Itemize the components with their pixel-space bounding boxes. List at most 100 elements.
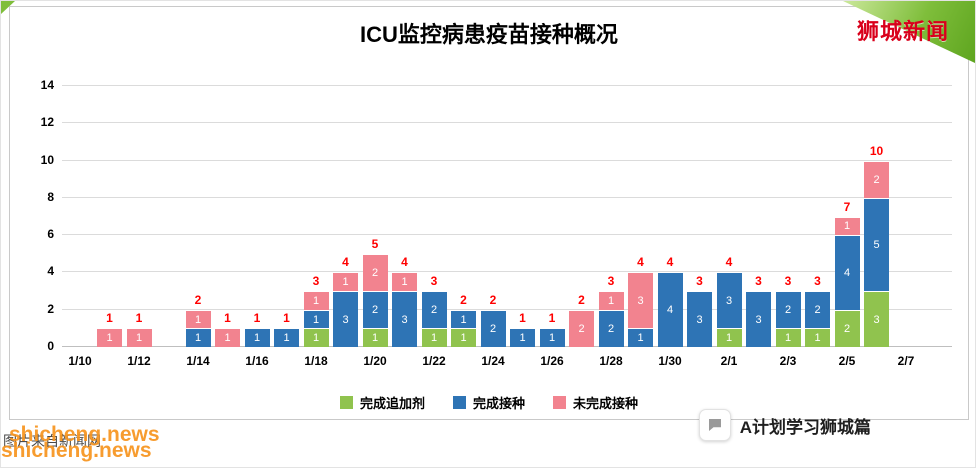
bar-segment-partial-1/29: 3 [628, 272, 653, 329]
segment-value-label: 1 [106, 332, 113, 345]
bar-segment-full-1/20: 2 [362, 291, 388, 329]
bar-segment-full-1/19: 3 [333, 291, 358, 347]
chart-title: ICU监控病患疫苗接种概况 [360, 22, 618, 47]
bar-segment-full-1/22: 2 [421, 291, 447, 329]
legend-swatch-partial [553, 396, 566, 409]
bar-segment-full-1/28: 2 [598, 309, 624, 347]
segment-value-label: 1 [637, 332, 644, 345]
segment-value-label: 2 [814, 304, 821, 317]
bar-segment-partial-2/6: 2 [864, 160, 889, 198]
y-axis-label-8: 8 [47, 189, 54, 204]
x-axis-label-1/20: 1/20 [363, 354, 387, 368]
bar-segment-partial-1/28: 1 [598, 291, 624, 310]
bar-total-label-2/3: 3 [784, 274, 792, 289]
segment-value-label: 1 [460, 332, 467, 345]
segment-value-label: 4 [843, 266, 851, 279]
segment-value-label: 3 [401, 313, 408, 326]
bar-segment-full-2/3: 2 [775, 291, 801, 329]
bar-segment-booster-2/6: 3 [864, 291, 889, 347]
x-axis-label-1/12: 1/12 [127, 354, 151, 368]
legend-item-full: 完成接种 [452, 393, 525, 412]
watermark-caption: 图片来自新闻网 [3, 433, 101, 449]
bar-total-label-1/15: 1 [224, 311, 231, 326]
bar-total-label-2/1: 4 [725, 255, 733, 270]
y-axis-label-12: 12 [40, 115, 54, 130]
chart-legend: 完成追加剂 完成接种 未完成接种 [10, 393, 968, 412]
bar-total-label-1/17: 1 [283, 311, 290, 326]
segment-value-label: 2 [843, 322, 851, 335]
segment-value-label: 1 [312, 313, 320, 326]
bar-segment-booster-2/1: 1 [716, 328, 742, 347]
x-axis-label-1/16: 1/16 [245, 354, 269, 368]
bar-total-label-1/23: 2 [460, 292, 467, 307]
gridline-y-12 [62, 122, 952, 124]
segment-value-label: 3 [696, 313, 703, 326]
segment-value-label: 1 [607, 294, 615, 307]
bar-segment-full-1/25: 1 [510, 328, 535, 347]
gridline-y-10 [62, 159, 952, 161]
segment-value-label: 1 [401, 276, 408, 289]
segment-value-label: 1 [371, 332, 379, 345]
segment-value-label: 2 [607, 322, 615, 335]
bar-total-label-1/18: 3 [312, 274, 320, 289]
y-axis-label-6: 6 [47, 227, 54, 242]
gridline-y-2 [62, 308, 952, 310]
bar-total-label-1/29: 4 [637, 255, 644, 270]
bar-segment-full-1/16: 1 [244, 328, 270, 347]
bar-total-label-1/25: 1 [519, 311, 526, 326]
segment-value-label: 3 [637, 294, 644, 307]
y-axis-label-10: 10 [40, 152, 54, 167]
y-axis-label-0: 0 [47, 339, 54, 353]
gridline-y-0 [62, 346, 952, 347]
x-axis-label-1/18: 1/18 [304, 354, 328, 368]
bar-total-label-1/11: 1 [106, 311, 113, 326]
y-axis-label-4: 4 [47, 264, 54, 279]
segment-value-label: 1 [460, 313, 467, 326]
segment-value-label: 1 [194, 332, 202, 345]
segment-value-label: 1 [548, 332, 556, 345]
legend-label-booster: 完成追加剂 [359, 396, 425, 411]
bar-total-label-1/16: 1 [253, 311, 261, 326]
bar-total-label-1/30: 4 [666, 255, 674, 270]
bar-total-label-1/26: 1 [548, 311, 556, 326]
gridline-y-14 [62, 85, 952, 86]
bar-segment-full-2/4: 2 [805, 291, 830, 329]
gridline-y-4 [62, 271, 952, 273]
x-axis-label-1/26: 1/26 [540, 354, 564, 368]
bar-segment-booster-2/4: 1 [805, 328, 830, 347]
bar-segment-partial-1/18: 1 [303, 291, 329, 310]
bar-total-label-1/31: 3 [696, 274, 703, 289]
x-axis-label-1/14: 1/14 [186, 354, 210, 368]
segment-value-label: 2 [784, 304, 792, 317]
segment-value-label: 2 [578, 322, 585, 335]
legend-swatch-booster [339, 396, 353, 409]
bar-segment-full-1/23: 1 [451, 309, 476, 329]
segment-value-label: 1 [312, 332, 320, 345]
y-axis-label-2: 2 [47, 301, 54, 316]
bar-segment-booster-2/5: 2 [834, 309, 860, 347]
bar-total-label-1/22: 3 [430, 274, 438, 289]
gridline-y-6 [62, 234, 952, 236]
plot-area: 1 1 1 1 1 1 2 1 1 1 1 1 1 1 1 1 3 3 1 4 1 2 2 5 3 1 4 1 2 3 1 1 2 2 2 1 1 1 1 2… [62, 85, 952, 347]
bar-segment-full-2/2: 3 [746, 291, 771, 347]
segment-value-label: 3 [342, 313, 349, 326]
bar-total-label-1/28: 3 [607, 274, 615, 289]
watermark: 图片来自新闻网 shicheng.news shicheng.news [1, 409, 231, 467]
bar-segment-partial-1/20: 2 [362, 253, 388, 292]
segment-value-label: 1 [312, 294, 320, 307]
bar-segment-partial-1/14: 1 [185, 309, 211, 329]
y-axis-label-14: 14 [40, 78, 54, 92]
x-axis-label-2/1: 2/1 [720, 354, 738, 368]
bar-segment-full-1/30: 4 [657, 272, 683, 347]
segment-value-label: 2 [371, 266, 379, 279]
segment-value-label: 1 [519, 332, 526, 345]
x-axis-label-1/10: 1/10 [68, 354, 92, 368]
legend-item-partial: 未完成接种 [553, 393, 638, 412]
bar-total-label-1/27: 2 [578, 292, 585, 307]
legend-label-full: 完成接种 [472, 396, 525, 411]
segment-value-label: 1 [253, 332, 261, 345]
bar-segment-partial-2/5: 1 [834, 216, 860, 236]
bar-total-label-2/4: 3 [814, 274, 821, 289]
